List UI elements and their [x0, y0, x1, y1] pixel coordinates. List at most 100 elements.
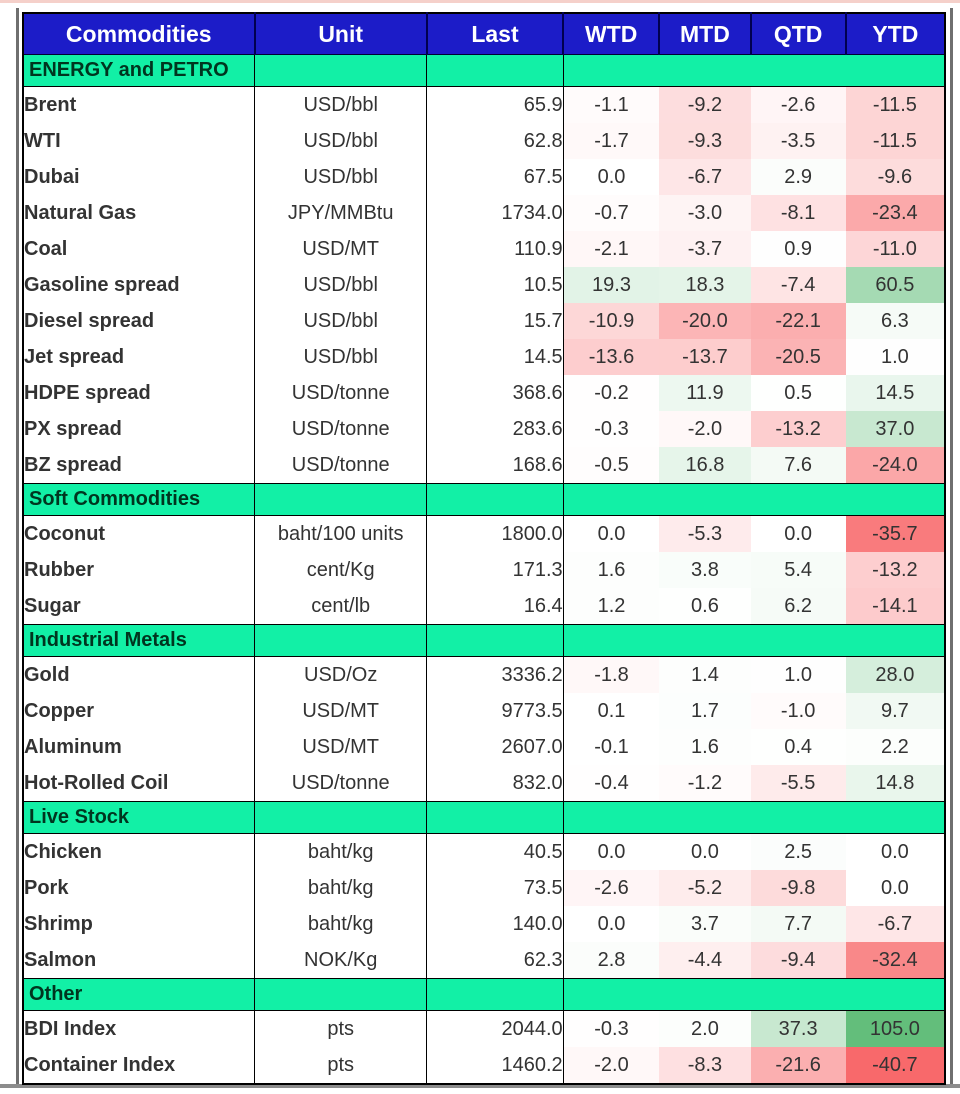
- unit-cell: USD/tonne: [254, 375, 428, 411]
- window-frame-bottom: [0, 1084, 960, 1088]
- commodity-name-cell: Chicken: [23, 833, 255, 870]
- ytd-cell: 28.0: [845, 656, 945, 693]
- unit-cell: USD/MT: [254, 729, 428, 765]
- qtd-cell: -7.4: [750, 267, 846, 303]
- section-unit-cell: [254, 801, 428, 834]
- table-row: Copper USD/MT 9773.5 0.1 1.7 -1.0 9.7: [23, 693, 945, 729]
- commodity-name-cell: Jet spread: [23, 339, 255, 375]
- unit-cell: USD/tonne: [254, 411, 428, 447]
- wtd-cell: 0.0: [563, 906, 660, 942]
- last-price-cell: 1800.0: [426, 515, 564, 552]
- wtd-cell: -0.7: [563, 195, 660, 231]
- column-header-commodities: Commodities: [23, 13, 256, 55]
- section-span-cell: [563, 978, 945, 1011]
- mtd-cell: 18.3: [659, 267, 751, 303]
- last-price-cell: 2044.0: [426, 1010, 564, 1047]
- mtd-cell: 11.9: [659, 375, 751, 411]
- qtd-cell: 7.7: [750, 906, 846, 942]
- ytd-cell: -23.4: [845, 195, 945, 231]
- unit-cell: USD/MT: [254, 693, 428, 729]
- commodity-name-cell: Pork: [23, 870, 255, 906]
- ytd-cell: -32.4: [845, 942, 945, 979]
- wtd-cell: -2.1: [563, 231, 660, 267]
- wtd-cell: 0.0: [563, 159, 660, 195]
- section-row: Live Stock: [23, 801, 945, 834]
- section-label: ENERGY and PETRO: [23, 54, 255, 87]
- last-price-cell: 14.5: [426, 339, 564, 375]
- unit-cell: pts: [254, 1010, 428, 1047]
- table-row: BDI Index pts 2044.0 -0.3 2.0 37.3 105.0: [23, 1010, 945, 1047]
- last-price-cell: 832.0: [426, 765, 564, 802]
- qtd-cell: -21.6: [750, 1047, 846, 1084]
- unit-cell: baht/kg: [254, 906, 428, 942]
- wtd-cell: -0.3: [563, 411, 660, 447]
- commodity-name-cell: PX spread: [23, 411, 255, 447]
- wtd-cell: 0.0: [563, 833, 660, 870]
- last-price-cell: 368.6: [426, 375, 564, 411]
- mtd-cell: -20.0: [659, 303, 751, 339]
- ytd-cell: 14.5: [845, 375, 945, 411]
- wtd-cell: -0.3: [563, 1010, 660, 1047]
- last-price-cell: 168.6: [426, 447, 564, 484]
- unit-cell: USD/bbl: [254, 86, 428, 123]
- mtd-cell: 1.7: [659, 693, 751, 729]
- qtd-cell: -5.5: [750, 765, 846, 802]
- commodities-table: Commodities Unit Last WTD MTD QTD YTD EN…: [22, 12, 946, 1085]
- section-last-cell: [426, 483, 564, 516]
- ytd-cell: -13.2: [845, 552, 945, 588]
- table-row: HDPE spread USD/tonne 368.6 -0.2 11.9 0.5 14.5: [23, 375, 945, 411]
- mtd-cell: -5.2: [659, 870, 751, 906]
- ytd-cell: 1.0: [845, 339, 945, 375]
- wtd-cell: -0.2: [563, 375, 660, 411]
- table-row: Pork baht/kg 73.5 -2.6 -5.2 -9.8 0.0: [23, 870, 945, 906]
- last-price-cell: 40.5: [426, 833, 564, 870]
- section-span-cell: [563, 801, 945, 834]
- last-price-cell: 62.3: [426, 942, 564, 979]
- ytd-cell: -35.7: [845, 515, 945, 552]
- column-header-unit: Unit: [254, 13, 428, 55]
- commodity-name-cell: Shrimp: [23, 906, 255, 942]
- ytd-cell: 37.0: [845, 411, 945, 447]
- table-row: Hot-Rolled Coil USD/tonne 832.0 -0.4 -1.2 -5.…: [23, 765, 945, 802]
- section-label: Live Stock: [23, 801, 255, 834]
- section-label: Soft Commodities: [23, 483, 255, 516]
- wtd-cell: -0.4: [563, 765, 660, 802]
- last-price-cell: 10.5: [426, 267, 564, 303]
- table-row: Coconut baht/100 units 1800.0 0.0 -5.3 0.0 -35…: [23, 515, 945, 552]
- commodity-name-cell: Coconut: [23, 515, 255, 552]
- qtd-cell: 2.5: [750, 833, 846, 870]
- qtd-cell: -22.1: [750, 303, 846, 339]
- last-price-cell: 15.7: [426, 303, 564, 339]
- wtd-cell: -1.1: [563, 86, 660, 123]
- unit-cell: baht/kg: [254, 833, 428, 870]
- unit-cell: USD/bbl: [254, 339, 428, 375]
- section-label: Other: [23, 978, 255, 1011]
- table-row: Natural Gas JPY/MMBtu 1734.0 -0.7 -3.0 -8.1 -2…: [23, 195, 945, 231]
- mtd-cell: -6.7: [659, 159, 751, 195]
- qtd-cell: -13.2: [750, 411, 846, 447]
- unit-cell: USD/tonne: [254, 765, 428, 802]
- commodity-name-cell: Diesel spread: [23, 303, 255, 339]
- section-last-cell: [426, 54, 564, 87]
- last-price-cell: 73.5: [426, 870, 564, 906]
- section-row: Soft Commodities: [23, 483, 945, 516]
- qtd-cell: 0.4: [750, 729, 846, 765]
- mtd-cell: 1.6: [659, 729, 751, 765]
- ytd-cell: -11.5: [845, 86, 945, 123]
- commodity-name-cell: Gasoline spread: [23, 267, 255, 303]
- unit-cell: baht/100 units: [254, 515, 428, 552]
- qtd-cell: 0.0: [750, 515, 846, 552]
- table-row: Gold USD/Oz 3336.2 -1.8 1.4 1.0 28.0: [23, 656, 945, 693]
- last-price-cell: 283.6: [426, 411, 564, 447]
- table-row: Sugar cent/lb 16.4 1.2 0.6 6.2 -14.1: [23, 588, 945, 625]
- wtd-cell: -2.0: [563, 1047, 660, 1084]
- mtd-cell: -3.7: [659, 231, 751, 267]
- wtd-cell: -10.9: [563, 303, 660, 339]
- window-frame-right: [950, 8, 953, 1088]
- wtd-cell: 0.0: [563, 515, 660, 552]
- table-row: Chicken baht/kg 40.5 0.0 0.0 2.5 0.0: [23, 833, 945, 870]
- wtd-cell: 2.8: [563, 942, 660, 979]
- table-row: Shrimp baht/kg 140.0 0.0 3.7 7.7 -6.7: [23, 906, 945, 942]
- unit-cell: baht/kg: [254, 870, 428, 906]
- qtd-cell: 7.6: [750, 447, 846, 484]
